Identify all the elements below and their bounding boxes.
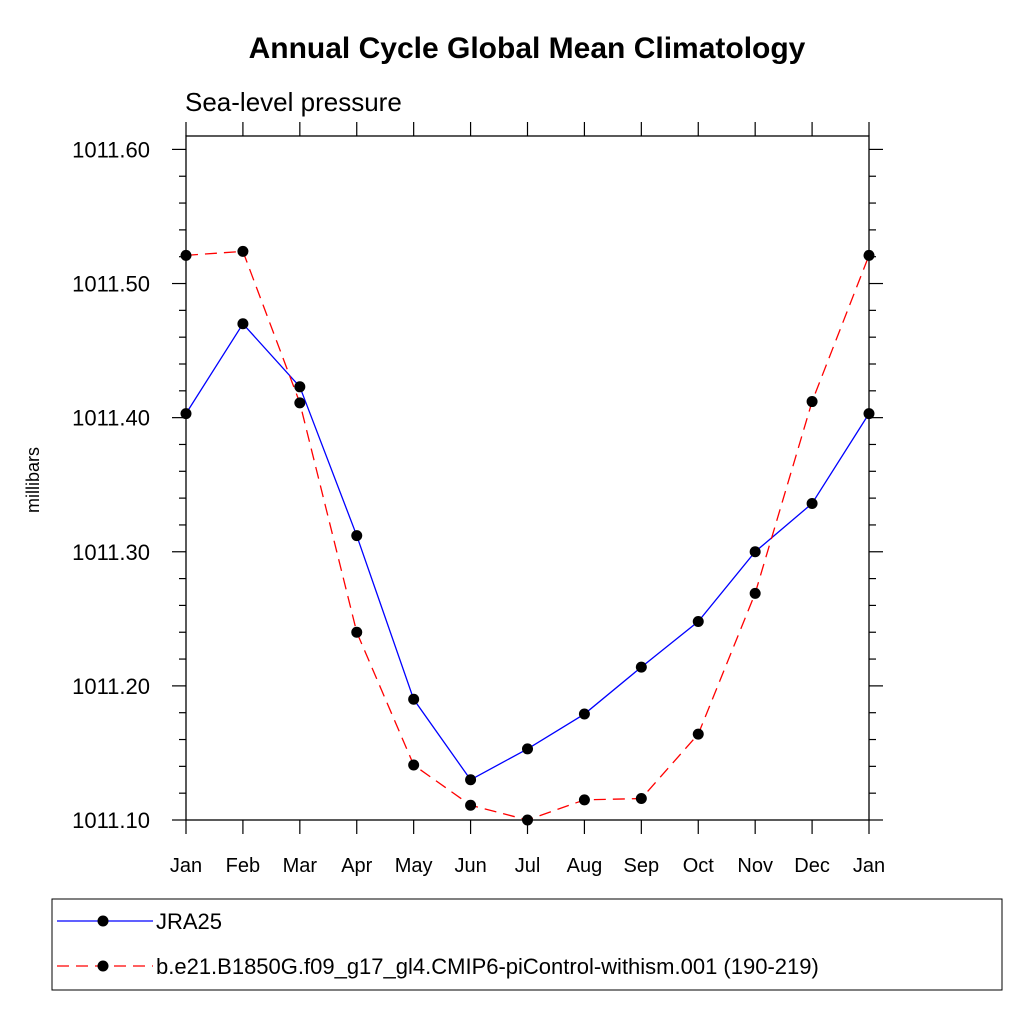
series-1-point bbox=[351, 626, 363, 638]
y-tick-label: 1011.10 bbox=[72, 808, 150, 833]
series-1-point bbox=[237, 245, 249, 257]
series-1-point bbox=[408, 759, 420, 771]
series-1-point bbox=[749, 587, 761, 599]
x-axis: Jan Feb Mar Apr May Jun Jul Aug Sep Oct Nov Dec Jan bbox=[170, 122, 885, 877]
y-tick-label: 1011.60 bbox=[72, 137, 150, 162]
series-0-point bbox=[522, 743, 533, 755]
legend-box bbox=[51, 898, 1003, 991]
series-0-point bbox=[465, 774, 477, 786]
chart-title: Annual Cycle Global Mean Climatology bbox=[249, 32, 806, 65]
x-tick-label: Sep bbox=[624, 855, 660, 877]
x-tick-label: Jun bbox=[454, 855, 486, 877]
series-1-point bbox=[522, 814, 533, 826]
series-1-point bbox=[863, 249, 875, 261]
x-tick-label: Jan bbox=[170, 855, 202, 877]
x-tick-label: Nov bbox=[737, 855, 773, 877]
series-0-point bbox=[806, 497, 818, 509]
series-1-point bbox=[294, 397, 306, 409]
series-0-point bbox=[863, 408, 875, 420]
series-0-point bbox=[294, 381, 306, 393]
legend-marker-model bbox=[97, 960, 109, 972]
series-0-point bbox=[749, 546, 761, 558]
series-0-point bbox=[351, 530, 363, 542]
series-0-point bbox=[578, 708, 590, 720]
x-tick-label: Feb bbox=[226, 855, 260, 877]
chart-subtitle: Sea-level pressure bbox=[185, 87, 402, 117]
series-0-point bbox=[635, 661, 647, 673]
y-tick-label: 1011.20 bbox=[72, 674, 150, 699]
legend-marker-jra25 bbox=[97, 915, 109, 927]
legend-label-model: b.e21.B1850G.f09_g17_gl4.CMIP6-piControl… bbox=[156, 954, 819, 979]
series-1-point bbox=[578, 794, 590, 806]
y-tick-label: 1011.50 bbox=[72, 272, 150, 297]
x-tick-label: Dec bbox=[794, 855, 830, 877]
series-1-point bbox=[180, 249, 192, 261]
series-0-point bbox=[237, 318, 249, 330]
x-tick-label: May bbox=[395, 855, 433, 877]
series-1-point bbox=[692, 728, 704, 740]
series-1-point bbox=[635, 793, 647, 805]
plot-series bbox=[180, 245, 875, 826]
x-tick-label: Jul bbox=[515, 855, 541, 877]
series-0-point bbox=[408, 693, 420, 705]
y-tick-label: 1011.30 bbox=[72, 540, 150, 565]
y-axis-label: millibars bbox=[23, 447, 43, 513]
x-tick-label: Aug bbox=[567, 855, 603, 877]
x-tick-label: Jan bbox=[853, 855, 885, 877]
plot-frame bbox=[185, 135, 870, 821]
x-tick-label: Mar bbox=[283, 855, 318, 877]
x-tick-label: Oct bbox=[683, 855, 715, 877]
legend-entry-model: b.e21.B1850G.f09_g17_gl4.CMIP6-piControl… bbox=[57, 954, 819, 979]
series-line-1 bbox=[185, 250, 870, 821]
x-tick-label: Apr bbox=[341, 855, 372, 877]
series-1-point bbox=[465, 799, 477, 811]
series-line-0 bbox=[185, 322, 870, 781]
y-tick-label: 1011.40 bbox=[72, 406, 150, 431]
y-axis: 1011.10 1011.20 1011.30 1011.40 1011.50 1011.… bbox=[72, 137, 883, 833]
series-0-point bbox=[180, 408, 192, 420]
series-0-point bbox=[692, 616, 704, 628]
legend-label-jra25: JRA25 bbox=[156, 909, 222, 934]
legend-entry-jra25: JRA25 bbox=[57, 909, 222, 934]
series-1-point bbox=[806, 396, 818, 408]
